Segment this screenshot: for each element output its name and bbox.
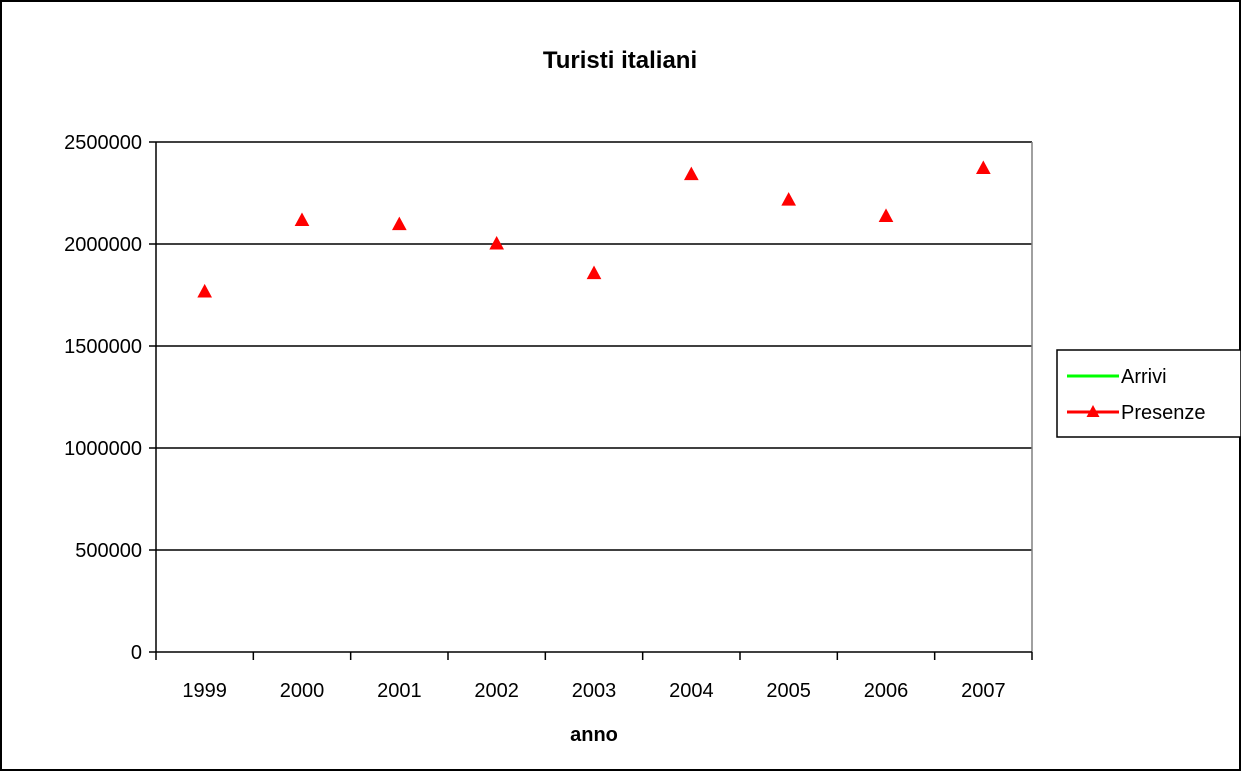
legend-label-arrivi: Arrivi	[1121, 366, 1167, 388]
chart-title: Turisti italiani	[543, 47, 697, 74]
y-tick-label-2: 1000000	[64, 438, 142, 460]
x-tick-label-2005: 2005	[766, 680, 811, 702]
legend: Arrivi Presenze	[1056, 349, 1241, 438]
legend-box	[1056, 349, 1241, 438]
y-tick-label-1: 500000	[75, 540, 142, 562]
x-tick-label-2007: 2007	[961, 680, 1006, 702]
plot-background	[156, 142, 1032, 652]
data-point-presenze-2003	[586, 265, 602, 280]
x-tick-label-2002: 2002	[474, 680, 519, 702]
x-tick-label-1999: 1999	[182, 680, 227, 702]
data-point-presenze-2004	[683, 166, 699, 181]
y-tick-label-0: 0	[131, 642, 142, 664]
x-tick-label-2003: 2003	[572, 680, 617, 702]
data-point-presenze-2001	[391, 216, 407, 231]
plot-area: 0 500000 1000000 1500000 2000000 2500000 1999 2…	[64, 132, 1033, 702]
y-tick-label-5: 2500000	[64, 132, 142, 154]
y-tick-label-4: 2000000	[64, 234, 142, 256]
x-tick-label-2004: 2004	[669, 680, 714, 702]
legend-label-presenze: Presenze	[1121, 402, 1206, 424]
data-point-presenze-1999	[197, 283, 213, 298]
data-point-presenze-2000	[294, 212, 310, 227]
data-point-presenze-2006	[878, 208, 894, 222]
x-tick-label-2000: 2000	[280, 680, 325, 702]
x-tick-label-2001: 2001	[377, 680, 422, 702]
legend-marker-presenze	[1086, 405, 1100, 417]
data-point-presenze-2005	[781, 192, 797, 206]
y-tick-label-3: 1500000	[64, 336, 142, 358]
x-tick-label-2006: 2006	[864, 680, 909, 702]
data-point-presenze-2007	[975, 160, 991, 175]
x-axis-label: anno	[570, 724, 618, 746]
data-point-presenze-2002	[489, 235, 505, 250]
